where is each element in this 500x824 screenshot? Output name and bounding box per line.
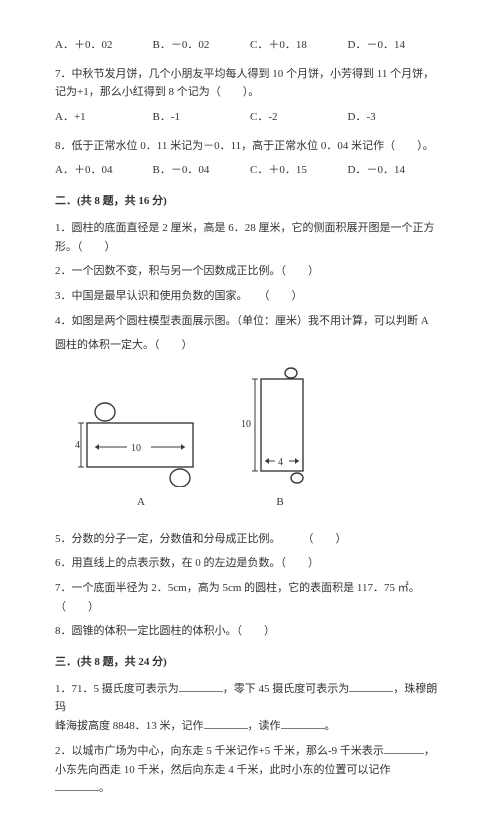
q7-options: A．+1 B．-1 C．-2 D．-3 <box>55 108 445 127</box>
figures: 4 10 A 10 4 <box>75 365 445 512</box>
s3-q1: 1．71．5 摄氏度可表示为，零下 45 摄氏度可表示为，珠穆朗玛 峰海拔高度 … <box>55 680 445 736</box>
s2-q4a: 4．如图是两个圆柱模型表面展示图。（单位：厘米）我不用计算，可以判断 A <box>55 312 445 331</box>
q6-options: A．＋0．02 B．－0．02 C．＋0．18 D．－0．14 <box>55 36 445 55</box>
q7-text: 7．中秋节发月饼，几个小朋友平均每人得到 10 个月饼，小芳得到 11 个月饼，… <box>55 65 445 102</box>
s3-q2-d: 。 <box>99 782 110 794</box>
figure-b: 10 4 B <box>241 365 319 512</box>
section-3-title: 三．(共 8 题，共 24 分) <box>55 653 445 672</box>
s3-q2-b: ， <box>424 745 435 757</box>
s2-q4b: 圆柱的体积一定大。（ ） <box>55 336 445 355</box>
s3-q1-e: ，读作 <box>248 720 281 732</box>
q7-opt-b: B．-1 <box>153 108 251 127</box>
s2-q7: 7．一个底面半径为 2．5cm，高为 5cm 的圆柱，它的表面积是 117．75… <box>55 579 445 616</box>
s3-q2-a: 2．以城市广场为中心，向东走 5 千米记作+5 千米，那么-9 千米表示 <box>55 745 384 757</box>
blank <box>179 680 223 692</box>
q6-opt-b: B．－0．02 <box>153 36 251 55</box>
q8-opt-a: A．＋0．04 <box>55 161 153 180</box>
q7-opt-d: D．-3 <box>348 108 446 127</box>
s3-q1-d: 峰海拔高度 8848．13 米，记作 <box>55 720 204 732</box>
s2-q6: 6．用直线上的点表示数，在 0 的左边是负数。（ ） <box>55 554 445 573</box>
s3-q2: 2．以城市广场为中心，向东走 5 千米记作+5 千米，那么-9 千米表示 ， 小东… <box>55 742 445 798</box>
s2-q2: 2．一个因数不变，积与另一个因数成正比例。（ ） <box>55 262 445 281</box>
svg-text:4: 4 <box>278 457 283 468</box>
q7-opt-c: C．-2 <box>250 108 348 127</box>
q8-options: A．＋0．04 B．－0．04 C．＋0．15 D．－0．14 <box>55 161 445 180</box>
s2-q1: 1．圆柱的底面直径是 2 厘米，高是 6．28 厘米，它的侧面积展开图是一个正方… <box>55 219 445 256</box>
s2-q8: 8．圆锥的体积一定比圆柱的体积小。（ ） <box>55 622 445 641</box>
s2-q3: 3．中国是最早认识和使用负数的国家。 （ ） <box>55 287 445 306</box>
q8-opt-c: C．＋0．15 <box>250 161 348 180</box>
svg-text:10: 10 <box>241 419 251 430</box>
figure-a-svg: 4 10 <box>75 401 207 487</box>
q6-opt-c: C．＋0．18 <box>250 36 348 55</box>
figure-a-label: A <box>137 493 145 512</box>
q8-opt-d: D．－0．14 <box>348 161 446 180</box>
section-2-title: 二．(共 8 题，共 16 分) <box>55 192 445 211</box>
figure-b-label: B <box>276 493 283 512</box>
blank <box>204 717 248 729</box>
q6-opt-a: A．＋0．02 <box>55 36 153 55</box>
blank <box>55 779 99 791</box>
figure-a: 4 10 A <box>75 401 207 512</box>
q8-opt-b: B．－0．04 <box>153 161 251 180</box>
page: A．＋0．02 B．－0．02 C．＋0．18 D．－0．14 7．中秋节发月饼… <box>0 0 500 824</box>
s2-q5: 5．分数的分子一定，分数值和分母成正比例。 （ ） <box>55 530 445 549</box>
blank <box>384 742 424 754</box>
q6-opt-d: D．－0．14 <box>348 36 446 55</box>
s3-q2-c: 小东先向西走 10 千米，然后向东走 4 千米，此时小东的位置可以记作 <box>55 764 391 776</box>
q8-text: 8．低于正常水位 0．11 米记为－0．11，高于正常水位 0．04 米记作（ … <box>55 137 445 156</box>
blank <box>281 717 325 729</box>
svg-text:10: 10 <box>131 443 141 454</box>
s3-q1-a: 1．71．5 摄氏度可表示为 <box>55 683 179 695</box>
blank <box>349 680 393 692</box>
s3-q1-f: 。 <box>325 720 336 732</box>
svg-text:4: 4 <box>75 440 80 451</box>
figure-b-svg: 10 4 <box>241 365 319 487</box>
q7-opt-a: A．+1 <box>55 108 153 127</box>
s3-q1-b: ，零下 45 摄氏度可表示为 <box>223 683 350 695</box>
